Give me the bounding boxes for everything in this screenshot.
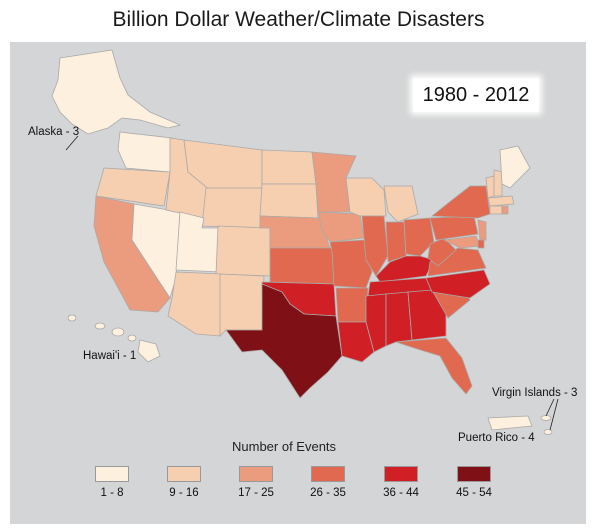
state-georgia bbox=[407, 289, 447, 341]
legend-label-2: 9 - 16 bbox=[169, 487, 199, 499]
state-north-carolina bbox=[425, 269, 491, 299]
map-title: Billion Dollar Weather/Climate Disasters bbox=[112, 8, 485, 31]
state-louisiana bbox=[337, 321, 375, 363]
state-arizona bbox=[167, 271, 223, 337]
state-alabama bbox=[385, 291, 413, 347]
legend-label-6: 45 - 54 bbox=[456, 487, 492, 499]
legend-swatch-2 bbox=[167, 466, 201, 482]
alaska-label: Alaska - 3 bbox=[28, 126, 80, 138]
state-wyoming bbox=[201, 187, 263, 229]
legend-label-3: 17 - 25 bbox=[238, 487, 274, 499]
state-new-mexico bbox=[219, 273, 265, 337]
state-oregon bbox=[95, 167, 171, 207]
state-alaska bbox=[51, 49, 182, 135]
state-indiana bbox=[385, 221, 407, 263]
territory-puerto-rico bbox=[487, 415, 533, 431]
state-wisconsin bbox=[345, 177, 387, 217]
state-new-york bbox=[430, 185, 491, 219]
virgin-islands-label: Virgin Islands - 3 bbox=[492, 387, 578, 399]
hawaii-label: Hawai'i - 1 bbox=[83, 350, 137, 362]
territory-virgin-islands bbox=[540, 415, 553, 435]
period-badge: 1980 - 2012 bbox=[413, 78, 539, 112]
legend-swatch-4 bbox=[311, 466, 345, 482]
state-florida bbox=[395, 337, 473, 395]
state-mississippi bbox=[365, 293, 387, 353]
legend-label-4: 26 - 35 bbox=[310, 487, 346, 499]
state-delaware bbox=[477, 239, 485, 249]
state-rhode-island bbox=[501, 205, 509, 215]
state-nebraska bbox=[259, 215, 331, 249]
state-new-hampshire bbox=[493, 169, 503, 197]
state-washington bbox=[117, 131, 173, 173]
virgin-islands-pointer bbox=[545, 398, 559, 431]
state-hawaii bbox=[67, 314, 161, 363]
state-colorado bbox=[215, 225, 271, 277]
state-north-dakota bbox=[261, 149, 317, 185]
legend-label-5: 36 - 44 bbox=[383, 487, 419, 499]
state-michigan bbox=[383, 185, 419, 223]
legend-label-1: 1 - 8 bbox=[100, 487, 124, 499]
legend-title: Number of Events bbox=[232, 439, 337, 454]
state-arkansas bbox=[335, 287, 369, 323]
alaska-pointer bbox=[65, 135, 79, 151]
puerto-rico-label: Puerto Rico - 4 bbox=[458, 432, 535, 444]
state-massachusetts bbox=[487, 195, 515, 207]
state-south-dakota bbox=[259, 183, 319, 219]
state-iowa bbox=[317, 211, 365, 243]
state-new-jersey bbox=[477, 219, 487, 241]
state-maine bbox=[499, 145, 531, 189]
state-ohio bbox=[403, 217, 435, 257]
legend-swatch-3 bbox=[239, 466, 273, 482]
state-texas bbox=[225, 283, 343, 399]
legend-swatch-5 bbox=[384, 466, 418, 482]
legend-swatch-6 bbox=[457, 466, 491, 482]
state-kansas bbox=[269, 247, 335, 285]
state-connecticut bbox=[489, 205, 503, 215]
legend-swatch-1 bbox=[95, 466, 129, 482]
